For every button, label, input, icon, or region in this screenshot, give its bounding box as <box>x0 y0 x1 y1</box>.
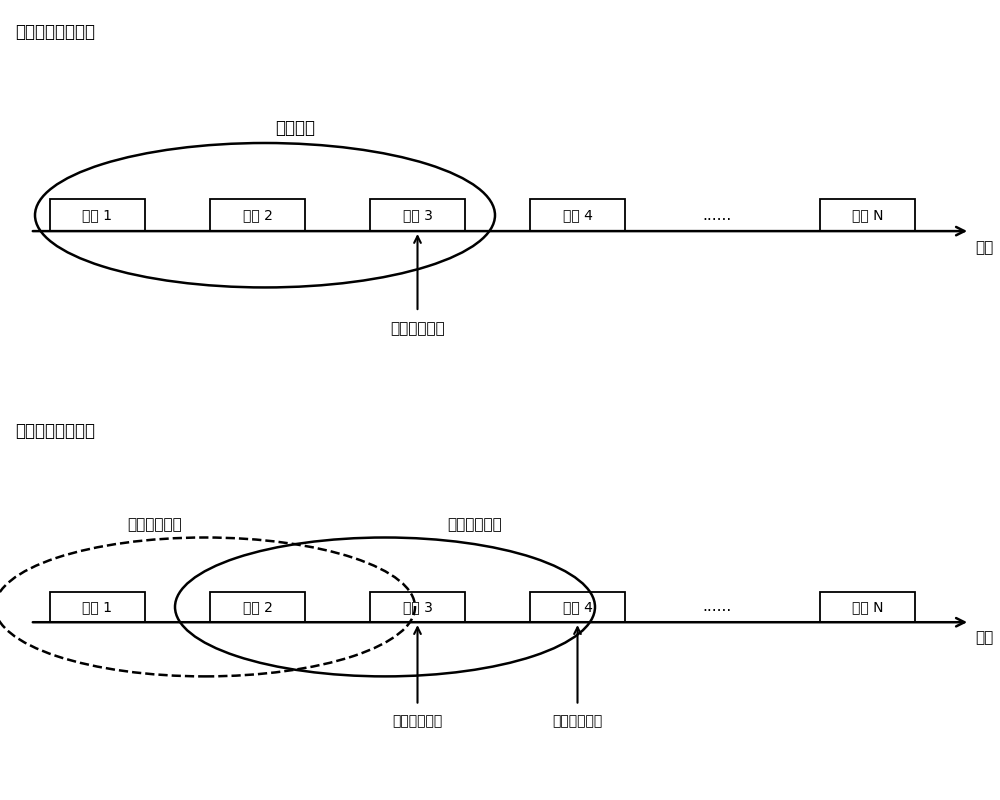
Text: 脉冲 1: 脉冲 1 <box>82 600 112 614</box>
Bar <box>820 592 915 622</box>
Text: 优化位置更新后：: 优化位置更新后： <box>15 422 95 440</box>
Bar <box>370 592 465 622</box>
Text: 时间: 时间 <box>975 240 993 254</box>
Text: 脉冲 2: 脉冲 2 <box>243 208 272 222</box>
Text: 原始优化单元: 原始优化单元 <box>128 517 182 532</box>
Text: 时间: 时间 <box>975 630 993 646</box>
Text: 脉冲 N: 脉冲 N <box>852 600 883 614</box>
Bar <box>210 592 305 622</box>
Text: 优化位置更新前：: 优化位置更新前： <box>15 23 95 41</box>
Text: 脉冲 4: 脉冲 4 <box>563 600 592 614</box>
Text: 当前优化单元: 当前优化单元 <box>448 517 502 532</box>
Text: ......: ...... <box>703 599 732 614</box>
Text: ......: ...... <box>703 208 732 222</box>
Text: 脉冲 N: 脉冲 N <box>852 208 883 222</box>
Text: 当前优化位置: 当前优化位置 <box>552 714 603 728</box>
Text: 脉冲 3: 脉冲 3 <box>403 600 432 614</box>
Bar <box>530 592 625 622</box>
Bar <box>210 199 305 231</box>
Bar <box>820 199 915 231</box>
Bar <box>50 592 145 622</box>
Text: 脉冲 2: 脉冲 2 <box>243 600 272 614</box>
Text: 脉冲 4: 脉冲 4 <box>563 208 592 222</box>
Bar <box>370 199 465 231</box>
Bar <box>50 199 145 231</box>
Text: 脉冲 1: 脉冲 1 <box>82 208 112 222</box>
Text: 优化单元: 优化单元 <box>275 119 315 138</box>
Text: 脉冲 3: 脉冲 3 <box>403 208 432 222</box>
Text: 原始优化位置: 原始优化位置 <box>392 714 443 728</box>
Bar <box>530 199 625 231</box>
Text: 当前优化位置: 当前优化位置 <box>390 321 445 336</box>
